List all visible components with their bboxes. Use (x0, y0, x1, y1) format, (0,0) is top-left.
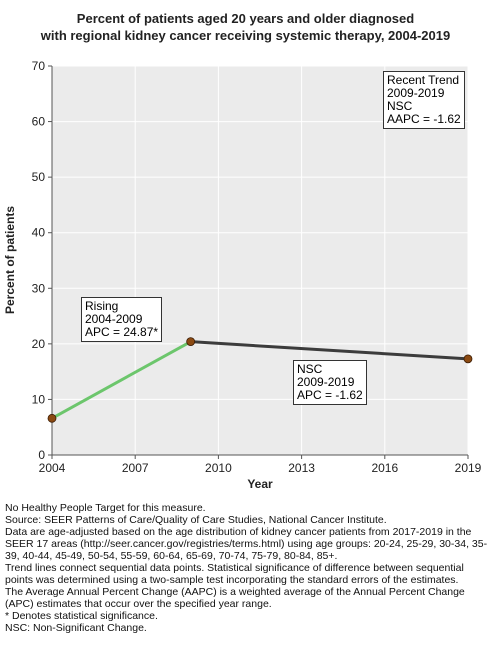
x-tick-label: 2007 (122, 461, 149, 475)
chart-title-line-1: Percent of patients aged 20 years and ol… (76, 11, 415, 26)
y-tick-label: 60 (32, 115, 46, 129)
nsc-segment-label: NSC 2009-2019 APC = -1.62 (293, 360, 367, 405)
nsc-label-line-1: NSC (297, 362, 323, 376)
chart-title: Percent of patients aged 20 years and ol… (0, 10, 491, 44)
y-tick-label: 40 (32, 226, 46, 240)
data-point-2004 (47, 413, 57, 423)
rising-label-line-2: 2004-2009 (85, 312, 143, 326)
y-axis-ticks: 0 10 20 30 40 50 60 70 (32, 59, 52, 462)
rising-label-line-1: Rising (85, 299, 119, 313)
x-axis-ticks: 2004 2007 2010 2013 2016 2019 (39, 455, 482, 475)
data-point-2019 (463, 354, 473, 364)
note-trend-lines: Trend lines connect sequential data poin… (5, 562, 464, 586)
x-tick-label: 2019 (455, 461, 482, 475)
x-tick-label: 2013 (288, 461, 315, 475)
nsc-label-line-3: APC = -1.62 (297, 388, 363, 402)
y-tick-label: 50 (32, 170, 46, 184)
x-tick-label: 2016 (371, 461, 398, 475)
trend-segment-1 (50, 340, 193, 420)
rising-segment-label: Rising 2004-2009 APC = 24.87* (81, 297, 163, 342)
y-tick-label: 10 (32, 392, 46, 406)
note-source: Source: SEER Patterns of Care/Quality of… (5, 514, 387, 526)
nsc-label-line-2: 2009-2019 (297, 375, 355, 389)
y-tick-label: 20 (32, 337, 46, 351)
y-tick-label: 0 (38, 448, 45, 462)
grid-lines (52, 65, 469, 455)
rising-label-line-3: APC = 24.87* (85, 325, 159, 339)
note-significance: * Denotes statistical significance. (5, 610, 158, 622)
y-tick-label: 30 (32, 281, 46, 295)
footnotes: No Healthy People Target for this measur… (5, 502, 489, 634)
recent-trend-line-4: AAPC = -1.62 (387, 112, 461, 126)
chart-title-line-2: with regional kidney cancer receiving sy… (40, 28, 451, 43)
recent-trend-line-1: Recent Trend (387, 73, 460, 87)
recent-trend-line-3: NSC (387, 99, 413, 113)
data-points (47, 337, 473, 423)
note-target: No Healthy People Target for this measur… (5, 502, 206, 514)
plot-area (52, 66, 468, 455)
x-tick-label: 2010 (205, 461, 232, 475)
data-point-2009 (186, 337, 196, 347)
note-nsc: NSC: Non-Significant Change. (5, 622, 147, 634)
trend-lines (50, 340, 470, 420)
recent-trend-box: Recent Trend 2009-2019 NSC AAPC = -1.62 (383, 71, 465, 129)
x-tick-label: 2004 (39, 461, 66, 475)
x-axis-title: Year (247, 477, 273, 491)
trend-segment-2 (189, 340, 470, 361)
line-chart: 0 10 20 30 40 50 60 70 2004 2007 2010 2013 2016 2019… (3, 59, 482, 491)
y-axis-title: Percent of patients (3, 206, 17, 314)
note-age-adjusted: Data are age-adjusted based on the age d… (5, 526, 488, 562)
note-aapc: The Average Annual Percent Change (AAPC)… (5, 586, 465, 610)
y-tick-label: 70 (32, 59, 46, 73)
recent-trend-line-2: 2009-2019 (387, 86, 445, 100)
